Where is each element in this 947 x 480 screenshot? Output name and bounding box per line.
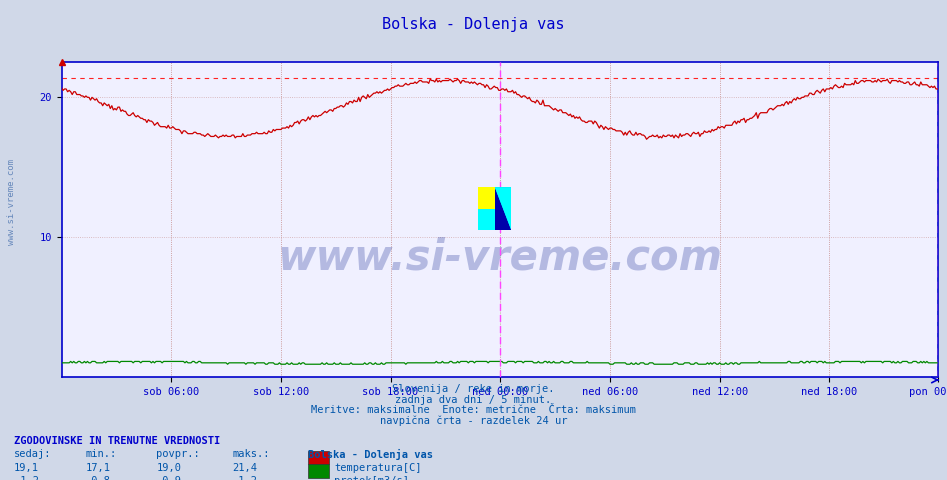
Text: navpična črta - razdelek 24 ur: navpična črta - razdelek 24 ur [380,416,567,426]
Text: ZGODOVINSKE IN TRENUTNE VREDNOSTI: ZGODOVINSKE IN TRENUTNE VREDNOSTI [14,436,221,446]
Text: maks.:: maks.: [232,449,270,459]
Text: 19,1: 19,1 [14,463,39,473]
Text: 1,2: 1,2 [232,476,257,480]
Text: 21,4: 21,4 [232,463,257,473]
Text: 17,1: 17,1 [85,463,110,473]
Text: zadnja dva dni / 5 minut.: zadnja dva dni / 5 minut. [396,395,551,405]
Text: 1,2: 1,2 [14,476,39,480]
Bar [478,187,495,209]
Text: min.:: min.: [85,449,116,459]
Text: www.si-vreme.com: www.si-vreme.com [7,158,16,245]
Bar [478,209,495,230]
Text: 0,9: 0,9 [156,476,181,480]
Text: 0,8: 0,8 [85,476,110,480]
Text: pretok[m3/s]: pretok[m3/s] [334,476,409,480]
Text: povpr.:: povpr.: [156,449,200,459]
Text: Bolska - Dolenja vas: Bolska - Dolenja vas [308,449,433,460]
Text: sedaj:: sedaj: [14,449,52,459]
Text: temperatura[C]: temperatura[C] [334,463,421,473]
Text: Meritve: maksimalne  Enote: metrične  Črta: maksimum: Meritve: maksimalne Enote: metrične Črta… [311,405,636,415]
Polygon shape [495,187,511,230]
Polygon shape [495,187,511,230]
Polygon shape [495,187,511,230]
Text: Slovenija / reke in morje.: Slovenija / reke in morje. [392,384,555,394]
Text: www.si-vreme.com: www.si-vreme.com [277,236,722,278]
Text: 19,0: 19,0 [156,463,181,473]
Text: Bolska - Dolenja vas: Bolska - Dolenja vas [383,17,564,32]
